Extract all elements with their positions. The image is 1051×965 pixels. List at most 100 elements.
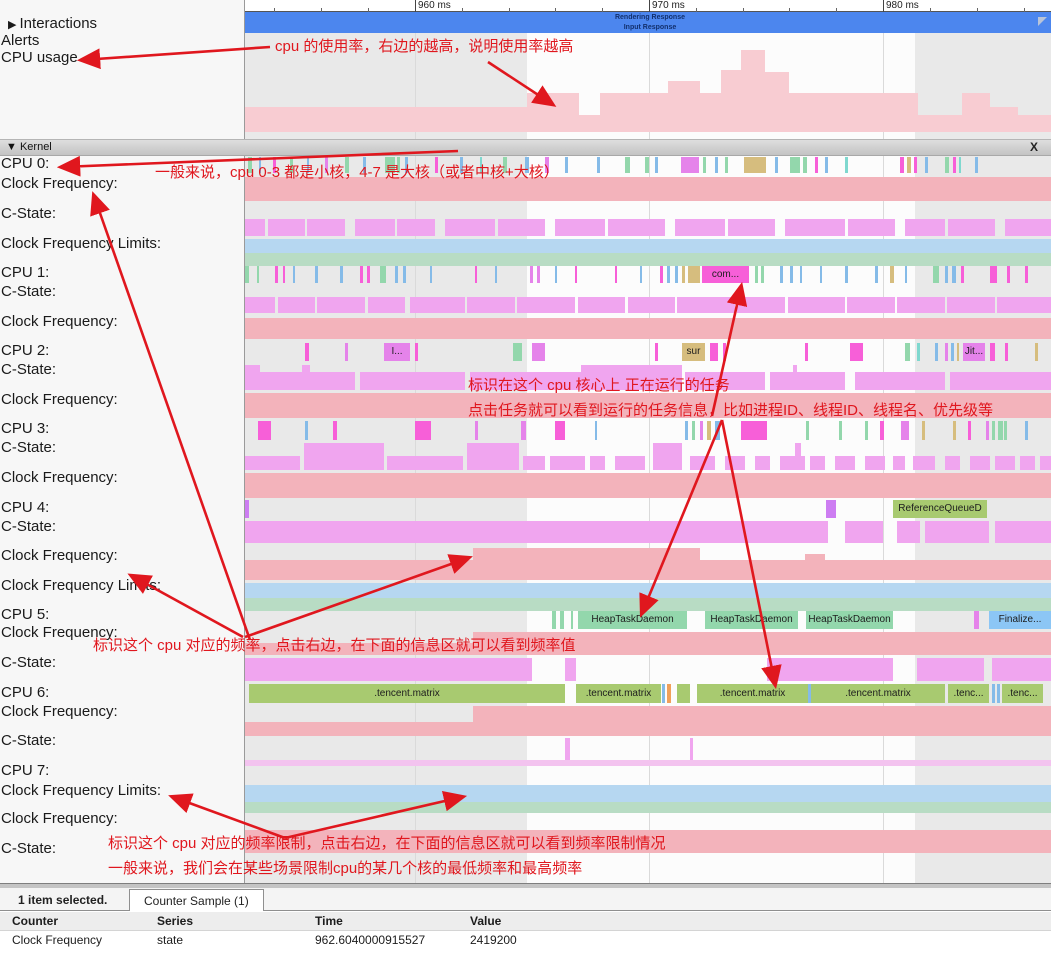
- cpu1-tasks-slice[interactable]: [245, 266, 249, 283]
- cpu-usage-bar[interactable]: [600, 93, 668, 132]
- cpu0-c-state-slice[interactable]: [268, 219, 305, 236]
- cpu0-c-state-slice[interactable]: [245, 219, 265, 236]
- cpu1-tasks-slice[interactable]: [380, 266, 386, 283]
- cpu3-c-state-slice[interactable]: [387, 456, 463, 470]
- cpu1-c-state-slice[interactable]: [578, 297, 625, 313]
- cpu3-tasks-slice[interactable]: [741, 421, 767, 440]
- cpu0-c-state-slice[interactable]: [355, 219, 395, 236]
- cpu2-c-state-slice[interactable]: [855, 372, 945, 390]
- track-label-cpu-5[interactable]: CPU 5:: [1, 606, 50, 623]
- cpu7-limits-green-slice[interactable]: [245, 802, 1051, 813]
- cpu2-tasks-slice[interactable]: [945, 343, 948, 361]
- cpu2-c-state-slice[interactable]: [770, 372, 845, 390]
- cpu0-tasks-slice[interactable]: [681, 157, 699, 173]
- cpu5-tasks-slice[interactable]: [560, 611, 564, 629]
- cpu6-tasks-slice[interactable]: [808, 684, 811, 703]
- task-slice-tenc[interactable]: .tenc...: [1002, 684, 1043, 703]
- cpu3-c-state-slice[interactable]: [590, 456, 605, 470]
- cpu1-c-state-slice[interactable]: [947, 297, 995, 313]
- cpu1-tasks-slice[interactable]: [945, 266, 948, 283]
- cpu5-clock-frequency-base-slice[interactable]: [245, 643, 473, 655]
- cpu1-tasks-slice[interactable]: [688, 266, 700, 283]
- cpu0-c-state-slice[interactable]: [397, 219, 435, 236]
- cpu3-c-state-slice[interactable]: [893, 456, 905, 470]
- cpu3-c-state-slice[interactable]: [913, 456, 935, 470]
- cpu3-c-state-slice[interactable]: [304, 456, 384, 470]
- cpu-usage-bar[interactable]: [700, 93, 721, 132]
- sidebar-item-interactions[interactable]: ▶ Interactions: [8, 15, 98, 32]
- cpu2-tasks-slice[interactable]: [850, 343, 863, 361]
- track-label-c-state[interactable]: C-State:: [1, 654, 57, 671]
- cpu1-tasks-slice[interactable]: [1025, 266, 1028, 283]
- cpu2-c-state-slice[interactable]: [245, 372, 355, 390]
- cpu4-limits-green-slice[interactable]: [245, 598, 1051, 611]
- cpu1-tasks-slice[interactable]: [905, 266, 907, 283]
- cpu0-c-state-slice[interactable]: [498, 219, 545, 236]
- cpu2-tasks-slice[interactable]: [957, 343, 959, 361]
- track-label-clock-frequency-limits[interactable]: Clock Frequency Limits:: [1, 235, 162, 252]
- track-label-c-state[interactable]: C-State:: [1, 283, 57, 300]
- cpu0-c-state-slice[interactable]: [785, 219, 845, 236]
- cpu2-tasks-slice[interactable]: [655, 343, 658, 361]
- track-label-cpu-3[interactable]: CPU 3:: [1, 420, 50, 437]
- cpu2-c-state-slice[interactable]: [950, 372, 1051, 390]
- cpu3-tasks-slice[interactable]: [880, 421, 884, 440]
- cpu1-tasks-slice[interactable]: [430, 266, 432, 283]
- cpu2-tasks-slice[interactable]: [532, 343, 545, 361]
- cpu5-c-state-slice[interactable]: [767, 658, 893, 681]
- cpu3-c-state-slice[interactable]: [810, 456, 825, 470]
- cpu1-c-state-slice[interactable]: [997, 297, 1051, 313]
- counter-table-row[interactable]: Clock Frequency state 962.6040000915527 241…: [0, 931, 1051, 950]
- cpu1-tasks-slice[interactable]: [790, 266, 793, 283]
- track-label-cpu-0[interactable]: CPU 0:: [1, 155, 50, 172]
- cpu5-tasks-slice[interactable]: [552, 611, 556, 629]
- cpu1-c-state-slice[interactable]: [897, 297, 945, 313]
- cpu6-tasks-slice[interactable]: [662, 684, 665, 703]
- cpu1-tasks-slice[interactable]: [257, 266, 259, 283]
- cpu6-tasks-slice[interactable]: [992, 684, 995, 703]
- track-label-cpu-1[interactable]: CPU 1:: [1, 264, 50, 281]
- cpu0-tasks-slice[interactable]: [815, 157, 818, 173]
- cpu0-c-state-slice[interactable]: [948, 219, 995, 236]
- cpu0-c-state-slice[interactable]: [445, 219, 495, 236]
- cpu3-tasks-slice[interactable]: [865, 421, 868, 440]
- cpu3-tasks-slice[interactable]: [258, 421, 271, 440]
- cpu1-tasks-slice[interactable]: [845, 266, 848, 283]
- cpu3-tasks-slice[interactable]: [1004, 421, 1007, 440]
- cpu3-c-state-slice[interactable]: [865, 456, 885, 470]
- task-slice-referencequeued[interactable]: ReferenceQueueD: [893, 500, 987, 518]
- cpu3-tasks-slice[interactable]: [922, 421, 925, 440]
- cpu1-tasks-slice[interactable]: [820, 266, 822, 283]
- cpu0-c-state-slice[interactable]: [848, 219, 895, 236]
- cpu0-tasks-slice[interactable]: [803, 157, 807, 173]
- task-slice-i[interactable]: I...: [384, 343, 410, 361]
- cpu1-tasks-slice[interactable]: [293, 266, 295, 283]
- track-label-clock-frequency-limits[interactable]: Clock Frequency Limits:: [1, 782, 162, 799]
- cpu4-c-state-slice[interactable]: [925, 521, 989, 543]
- cpu3-tasks-slice[interactable]: [707, 421, 711, 440]
- cpu2-c-state-slice[interactable]: [470, 372, 581, 390]
- cpu3-tasks-slice[interactable]: [305, 421, 308, 440]
- cpu3-tasks-slice[interactable]: [555, 421, 565, 440]
- cpu3-tasks-slice[interactable]: [998, 421, 1003, 440]
- row-cell-time[interactable]: 962.6040000915527: [315, 933, 426, 947]
- cpu3-tasks-slice[interactable]: [475, 421, 478, 440]
- cpu0-c-state-slice[interactable]: [608, 219, 665, 236]
- cpu2-tasks-slice[interactable]: [951, 343, 954, 361]
- cpu1-tasks-slice[interactable]: [315, 266, 318, 283]
- cpu3-c-state-slice[interactable]: [523, 456, 545, 470]
- task-slice-heaptaskdaemon[interactable]: HeapTaskDaemon: [578, 611, 687, 629]
- cpu3-c-state-slice[interactable]: [725, 456, 745, 470]
- cpu0-tasks-slice[interactable]: [545, 157, 549, 173]
- cpu3-tasks-slice[interactable]: [692, 421, 695, 440]
- panel-splitter[interactable]: [0, 883, 1051, 888]
- cpu3-tasks-slice[interactable]: [953, 421, 956, 440]
- sidebar-item-alerts[interactable]: Alerts: [1, 32, 40, 49]
- track-label-cpu-6[interactable]: CPU 6:: [1, 684, 50, 701]
- cpu0-c-state-slice[interactable]: [728, 219, 775, 236]
- cpu3-c-state-slice[interactable]: [970, 456, 990, 470]
- cpu1-c-state-slice[interactable]: [410, 297, 465, 313]
- cpu6-tasks-slice[interactable]: [677, 684, 690, 703]
- cpu2-tasks-slice[interactable]: [305, 343, 309, 361]
- cpu0-tasks-slice[interactable]: [925, 157, 928, 173]
